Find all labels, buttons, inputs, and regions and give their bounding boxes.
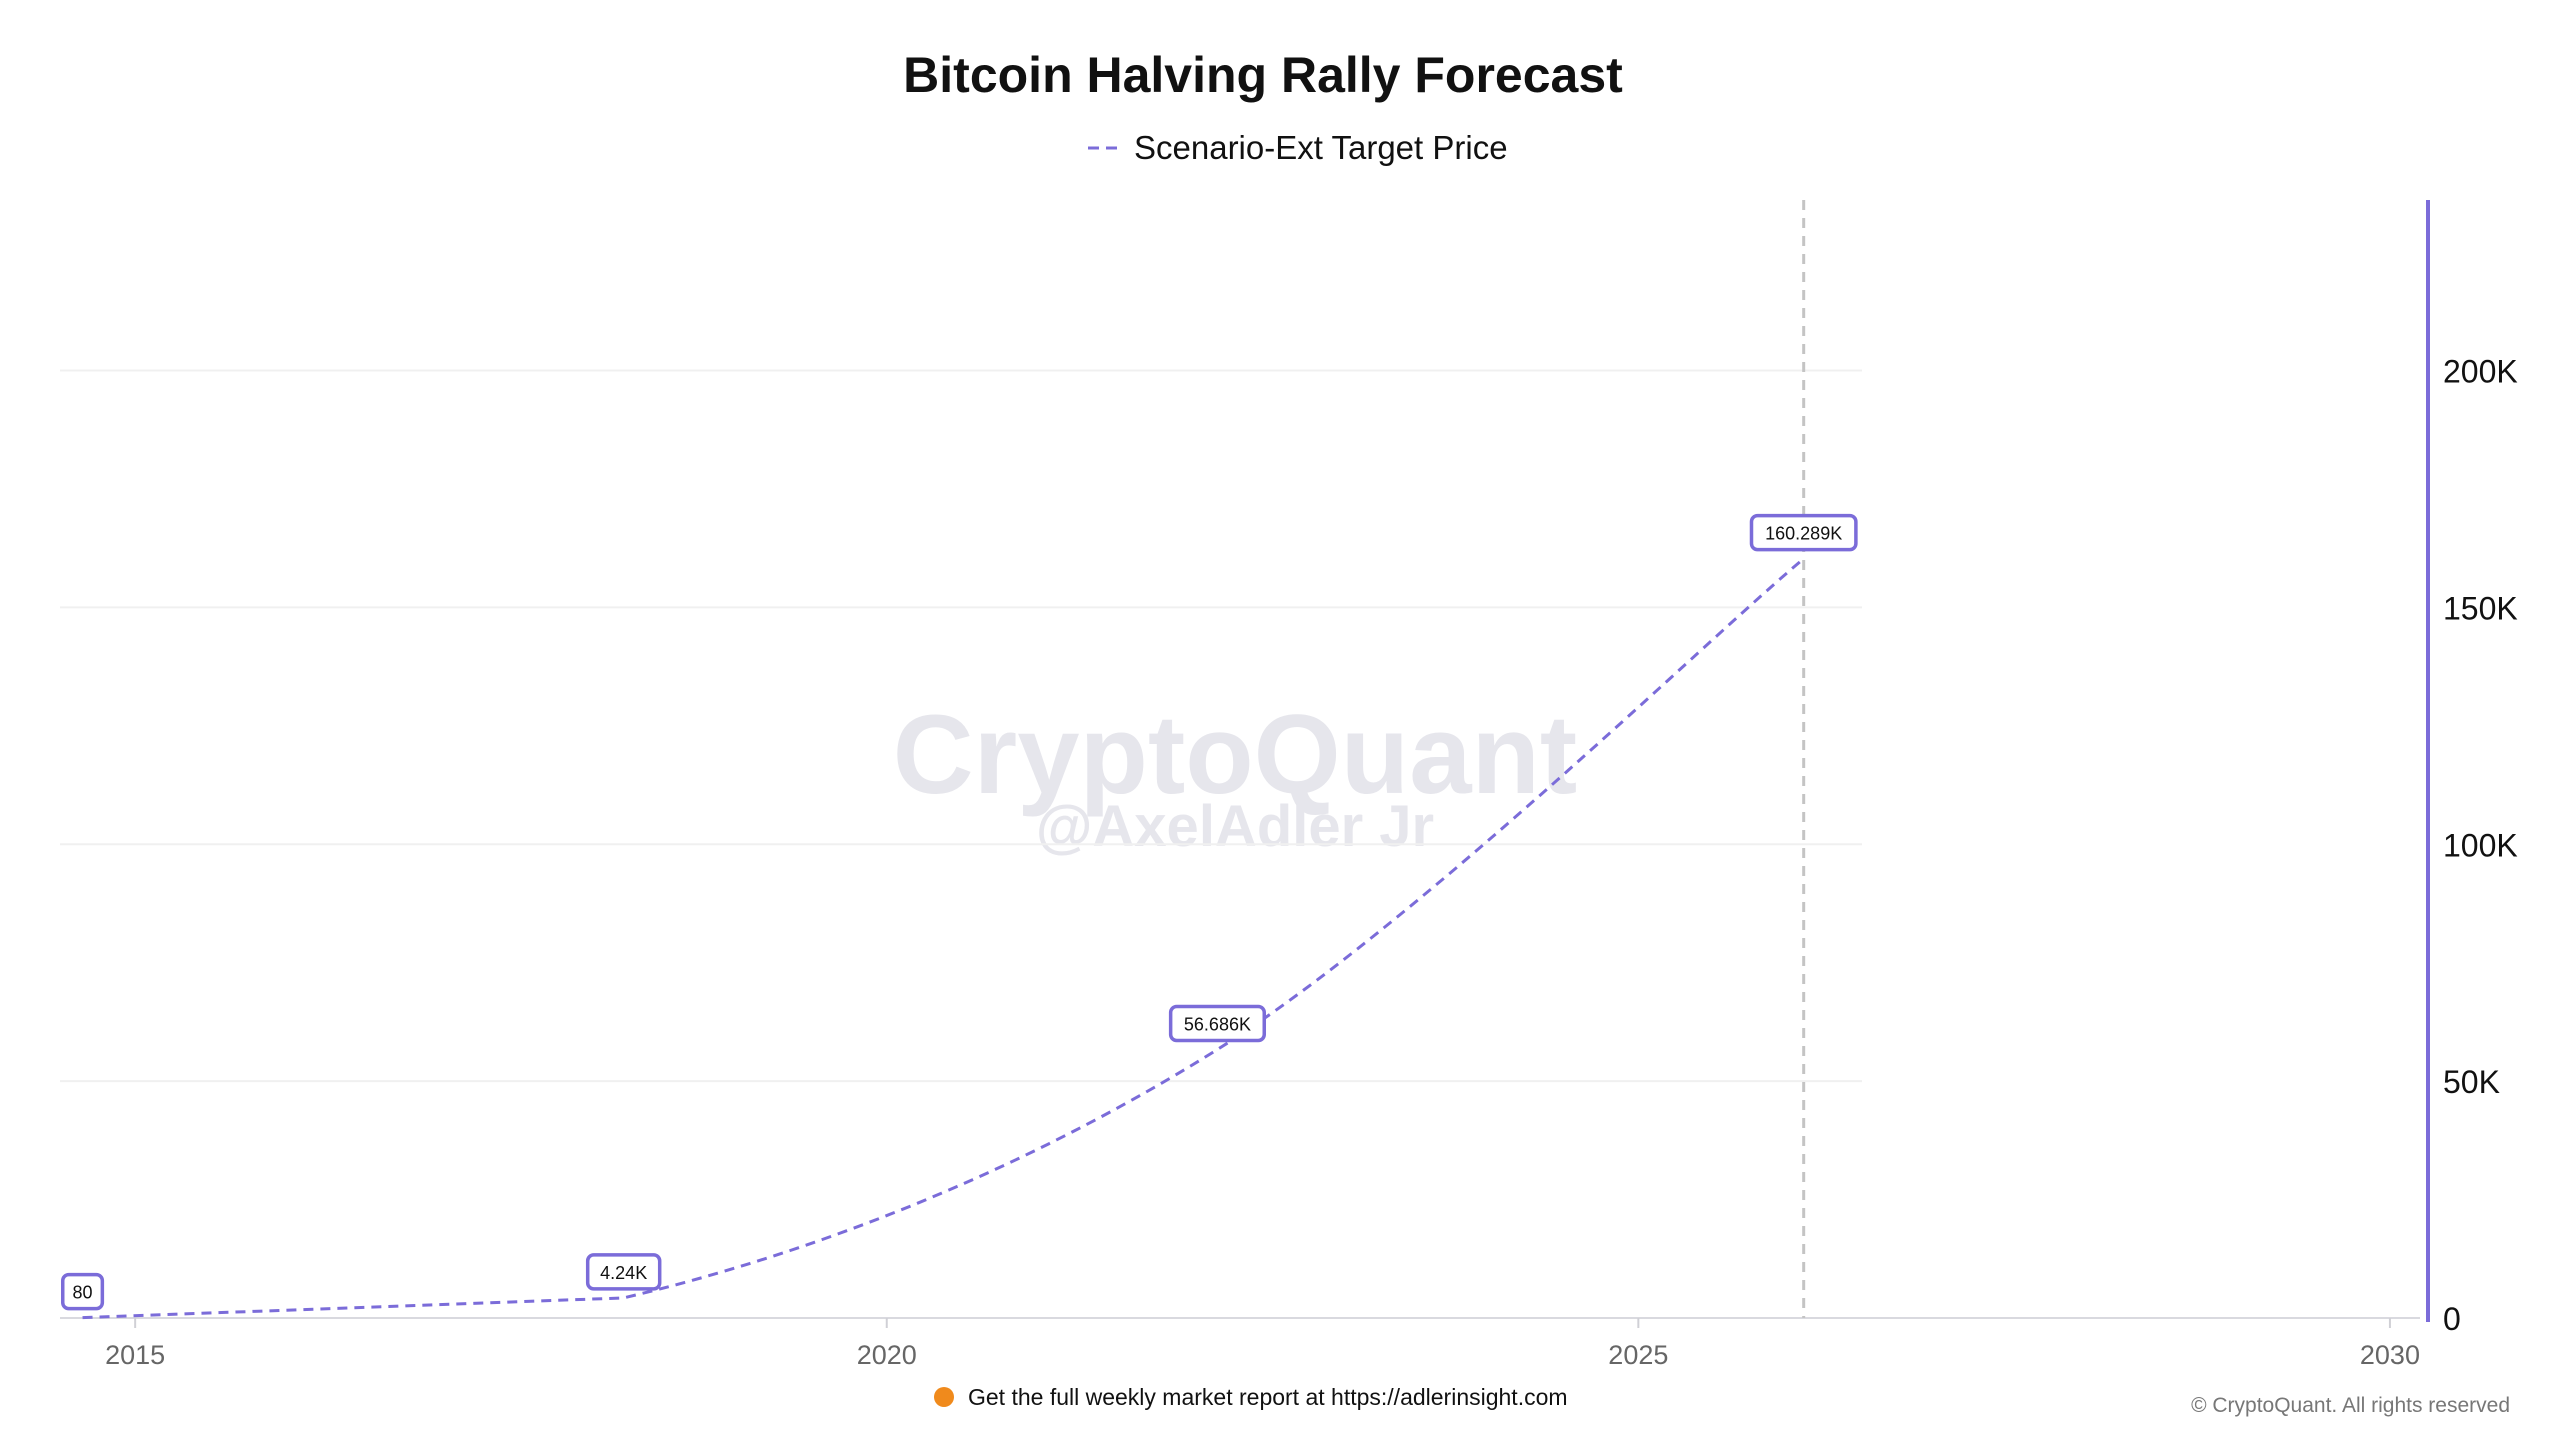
x-axis: 2015 2020 2025 2030 [60,1317,2420,1370]
data-labels: 80 4.24K 56.686K 160.289K [60,513,1858,1311]
y-tick-label: 100K [2443,827,2518,863]
data-label-box [1749,513,1858,552]
footer-link-text[interactable]: Get the full weekly market report at htt… [968,1384,1568,1410]
watermark-logo-text: CryptoQuant [893,692,1577,817]
gridlines [60,369,1862,1083]
chart-title: Bitcoin Halving Rally Forecast [903,47,1623,103]
data-label: 80 [73,1283,93,1303]
x-tick-label: 2025 [1608,1340,1668,1370]
watermark-author-text: @AxelAdler Jr [1036,794,1434,859]
x-tick-label: 2030 [2360,1340,2420,1370]
y-tick-label: 200K [2443,354,2518,390]
watermark: CryptoQuant @AxelAdler Jr [893,692,1577,859]
y-tick-label: 0 [2443,1301,2461,1337]
x-tick-label: 2020 [857,1340,917,1370]
x-tick-label: 2015 [105,1340,165,1370]
data-label-box [585,1253,662,1291]
data-label: 56.686K [1184,1014,1251,1034]
series-line [82,557,1805,1320]
y-axis: 0 50K 100K 150K 200K [2426,200,2518,1337]
orange-circle-icon [934,1387,954,1407]
data-label: 160.289K [1765,524,1842,544]
data-label-box [1168,1004,1267,1043]
y-tick-label: 150K [2443,590,2518,626]
legend-label: Scenario-Ext Target Price [1134,129,1508,166]
data-label: 4.24K [600,1263,647,1283]
series-scenario-ext-target-price[interactable] [82,557,1805,1320]
copyright-text: © CryptoQuant. All rights reserved [2191,1394,2510,1417]
footer[interactable]: Get the full weekly market report at htt… [934,1384,1568,1410]
y-tick-label: 50K [2443,1064,2500,1100]
legend[interactable]: Scenario-Ext Target Price [1088,129,1508,166]
data-label-box [60,1272,105,1311]
